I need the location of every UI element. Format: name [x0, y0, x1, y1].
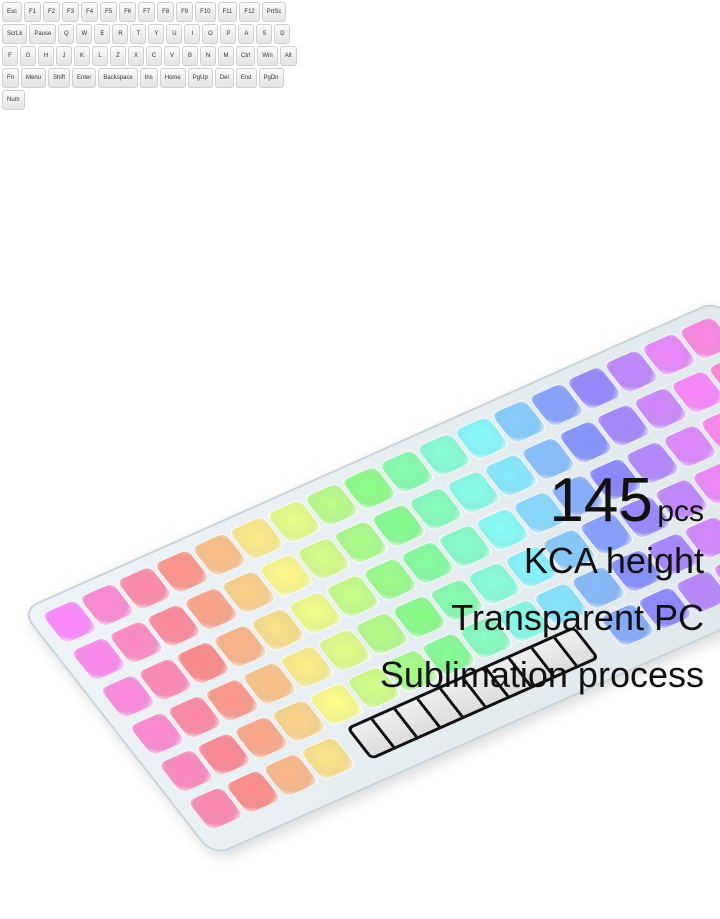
keycap: Y [148, 24, 165, 44]
keycap: Pause [29, 24, 57, 44]
keycap: Menu [21, 68, 47, 88]
keycap: Ctrl [236, 46, 256, 66]
keycap: C [146, 46, 162, 66]
keycap: U [166, 24, 183, 44]
keycap-set-layout: Esc F1 F2 F3 F4 F5 F6 F7 F8 F9 F10 F11 F12 PrtSc ScrLk… [2, 2, 302, 110]
keycap: Fn [2, 68, 20, 88]
keycap: Z [110, 46, 126, 66]
keycap: H [38, 46, 54, 66]
keycap: Backspace [98, 68, 138, 88]
keycap: L [92, 46, 108, 66]
keycap: F5 [100, 2, 118, 22]
keycap: Win [257, 46, 278, 66]
keycap: E [94, 24, 111, 44]
keycap: M [218, 46, 234, 66]
keycap: P [220, 24, 237, 44]
keycap: R [112, 24, 129, 44]
keycap: F7 [138, 2, 156, 22]
keycap: F6 [119, 2, 137, 22]
keycap: Shift [48, 68, 71, 88]
keycap: F2 [43, 2, 61, 22]
keycap: Home [159, 68, 186, 88]
keycap: PgUp [187, 68, 213, 88]
piece-count: 145 [549, 466, 653, 535]
keycap: Alt [279, 46, 297, 66]
keycap: T [130, 24, 147, 44]
keycap: I [184, 24, 201, 44]
keycap: O [202, 24, 219, 44]
keycap: Del [214, 68, 234, 88]
keycap: F4 [81, 2, 99, 22]
keycap: A [238, 24, 255, 44]
keycap: S [256, 24, 273, 44]
keycap: F8 [157, 2, 175, 22]
keycap: V [164, 46, 180, 66]
keycap: F9 [176, 2, 194, 22]
keycap: Q [58, 24, 75, 44]
keycap: W [76, 24, 93, 44]
keycap: G [20, 46, 36, 66]
keycap: F11 [217, 2, 238, 22]
keycap: F1 [24, 2, 42, 22]
product-caption: 145 pcs KCA height Transparent PC Sublim… [380, 470, 704, 703]
keycap: B [182, 46, 198, 66]
keycap: N [200, 46, 216, 66]
keycap: PgDn [258, 68, 284, 88]
keycap: F [2, 46, 18, 66]
keycap: K [74, 46, 90, 66]
keycap: F10 [195, 2, 216, 22]
keycap: Num [2, 90, 25, 110]
keycap: PrtSc [261, 2, 287, 22]
piece-unit: pcs [657, 495, 704, 528]
keycap: ScrLk [2, 24, 28, 44]
feature-process: Sublimation process [379, 654, 704, 695]
feature-height: KCA height [523, 540, 704, 581]
keycap: F12 [239, 2, 260, 22]
keycap: Ins [139, 68, 158, 88]
keycap: Enter [72, 68, 97, 88]
keycap: D [274, 24, 291, 44]
feature-material: Transparent PC [451, 597, 704, 638]
keycap: End [235, 68, 257, 88]
keycap: J [56, 46, 72, 66]
keycap: X [128, 46, 144, 66]
keycap: Esc [2, 2, 23, 22]
keycap: F3 [62, 2, 80, 22]
